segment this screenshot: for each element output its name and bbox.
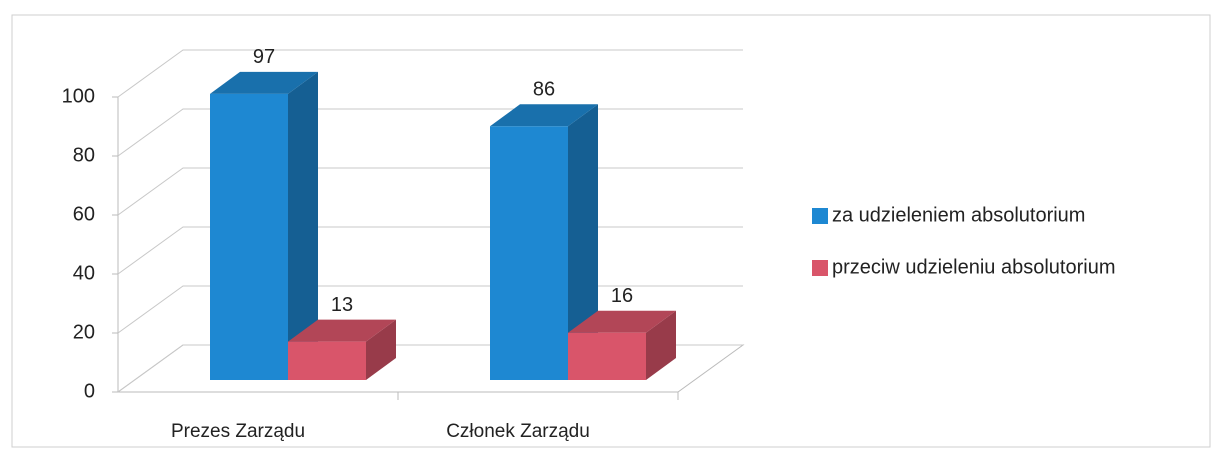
bar <box>288 319 396 380</box>
data-label: 16 <box>611 285 633 307</box>
bar-side <box>366 319 396 380</box>
bar-top <box>490 104 598 127</box>
legend-label: przeciw udzieleniu absolutorium <box>832 256 1115 278</box>
bar-side <box>288 71 318 380</box>
bar-side <box>646 310 676 380</box>
legend-swatch <box>812 208 828 224</box>
y-tick-label: 0 <box>84 380 95 402</box>
bar-front <box>490 126 568 380</box>
y-tick-label: 20 <box>73 321 95 343</box>
bar <box>568 310 676 380</box>
y-tick-label: 60 <box>73 203 95 225</box>
bar-top <box>288 319 396 342</box>
bar <box>490 104 598 381</box>
x-tick-label: Członek Zarządu <box>446 421 590 442</box>
bar-front <box>210 93 288 380</box>
data-label: 13 <box>331 294 353 316</box>
bar <box>210 71 318 380</box>
y-tick-label: 80 <box>73 144 95 166</box>
bar-top <box>568 310 676 333</box>
grid-line <box>117 49 743 98</box>
x-tick-label: Prezes Zarządu <box>171 421 305 442</box>
legend-swatch <box>812 260 828 276</box>
bar-front <box>568 332 646 380</box>
y-tick-label: 100 <box>62 85 95 107</box>
y-tick-label: 40 <box>73 262 95 284</box>
bar-side <box>568 104 598 381</box>
data-label: 86 <box>533 79 555 101</box>
data-label: 97 <box>253 46 275 68</box>
bar-front <box>288 341 366 380</box>
chart-border <box>11 14 1211 448</box>
legend-label: za udzieleniem absolutorium <box>832 204 1085 226</box>
bar-top <box>210 71 318 94</box>
